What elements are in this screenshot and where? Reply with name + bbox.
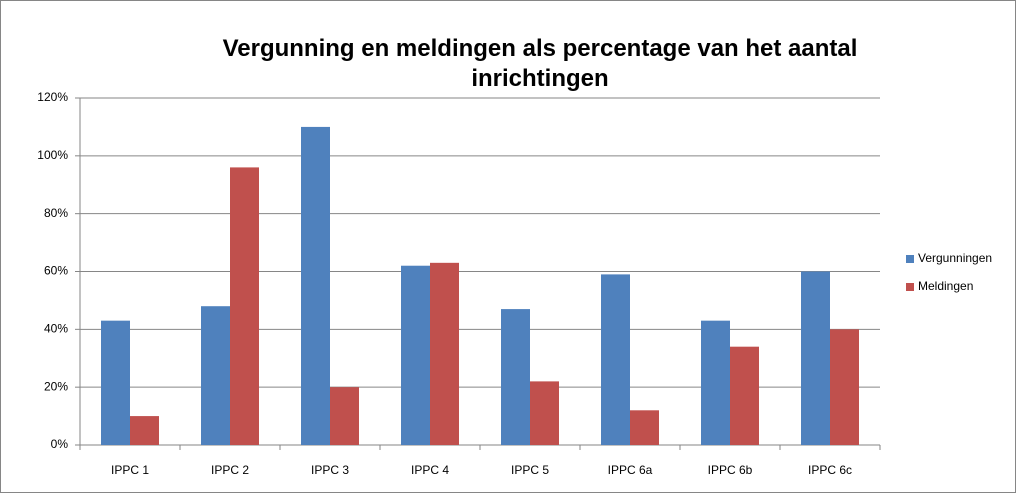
y-tick-label: 100% [37,148,68,162]
y-tick-label: 60% [44,264,68,278]
chart-title: Vergunning en meldingen als percentage v… [222,35,858,92]
bar [230,167,259,445]
bar [701,320,730,445]
legend-label: Vergunningen [918,251,992,265]
x-tick-label: IPPC 2 [211,463,249,477]
bar [530,381,559,445]
y-tick-label: 80% [44,206,68,220]
bar [501,309,530,445]
y-tick-label: 120% [37,90,68,104]
x-tick-label: IPPC 6b [708,463,753,477]
legend-swatch [906,283,914,291]
legend-swatch [906,255,914,263]
bar [330,387,359,445]
y-tick-label: 0% [51,437,69,451]
bar [201,306,230,445]
bar [430,262,459,445]
bar [401,265,430,445]
bar [601,274,630,445]
x-tick-label: IPPC 6a [608,463,653,477]
bar [830,329,859,445]
y-tick-label: 20% [44,379,68,393]
x-tick-label: IPPC 3 [311,463,349,477]
y-tick-label: 40% [44,322,68,336]
x-tick-label: IPPC 4 [411,463,449,477]
bar [630,410,659,445]
x-tick-label: IPPC 5 [511,463,549,477]
bar [730,346,759,445]
bar [101,320,130,445]
legend-label: Meldingen [918,279,973,293]
bar [130,416,159,445]
bar [301,126,330,446]
bar [801,271,830,445]
x-tick-label: IPPC 6c [808,463,852,477]
x-tick-label: IPPC 1 [111,463,149,477]
